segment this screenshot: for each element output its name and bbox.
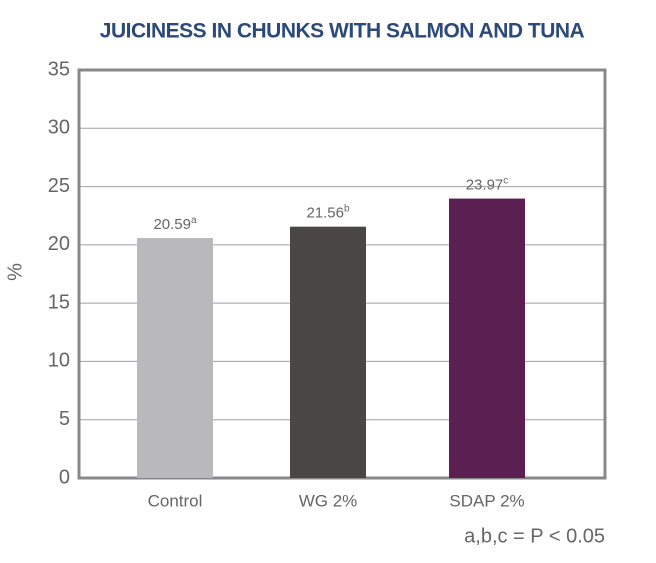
bar [449, 198, 525, 478]
y-tick-label: 15 [48, 291, 70, 313]
chart-title: JUICINESS IN CHUNKS WITH SALMON AND TUNA [100, 20, 585, 43]
value-label: 20.59a [153, 215, 197, 233]
y-axis-label: % [4, 263, 26, 281]
y-tick-label: 35 [48, 58, 70, 80]
y-tick-label: 20 [48, 233, 70, 255]
value-label: 23.97c [466, 175, 509, 193]
bar [290, 226, 366, 478]
footnote: a,b,c = P < 0.05 [464, 525, 605, 547]
y-tick-label: 30 [48, 117, 70, 139]
x-tick-label: WG 2% [299, 491, 358, 510]
y-tick-label: 10 [48, 350, 70, 372]
bar [137, 237, 213, 478]
y-tick-label: 0 [59, 466, 70, 488]
value-superscript: a [191, 215, 197, 226]
value-number: 23.97 [466, 177, 504, 194]
value-superscript: b [344, 203, 350, 214]
value-number: 20.59 [153, 216, 191, 233]
value-number: 21.56 [306, 205, 344, 222]
y-tick-label: 5 [59, 408, 70, 430]
x-tick-label: SDAP 2% [449, 491, 524, 510]
x-tick-label: Control [148, 491, 203, 510]
value-label: 21.56b [306, 203, 350, 221]
value-superscript: c [503, 175, 508, 186]
y-tick-label: 25 [48, 175, 70, 197]
